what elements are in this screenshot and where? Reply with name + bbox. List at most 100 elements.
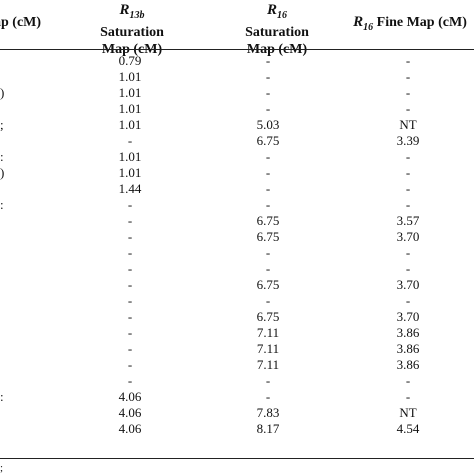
- table-cell-c3: -: [265, 293, 271, 308]
- table-cell-c3: -: [265, 85, 271, 100]
- table-cell-c3: -: [265, 181, 271, 196]
- table-row: - 6.75 3.70: [0, 277, 474, 293]
- table-cell-c4: -: [405, 197, 411, 212]
- table-row: 1.01 - -: [0, 101, 474, 117]
- table-cell-c2: -: [127, 197, 133, 212]
- table-row: - 7.11 3.86: [0, 341, 474, 357]
- table-row: - 6.75 3.70: [0, 309, 474, 325]
- table-cell-c3: -: [265, 373, 271, 388]
- table-cell-c4: -: [405, 245, 411, 260]
- col1-header: ap (cM): [0, 14, 54, 31]
- table-cell-c4: NT: [399, 117, 417, 132]
- table-row: : - - -: [0, 197, 474, 213]
- table-cell-c2: 4.06: [118, 389, 142, 404]
- table-cell-c4: -: [405, 181, 411, 196]
- table-cell-c4: -: [405, 69, 411, 84]
- table-cell-c2: -: [127, 325, 133, 340]
- footer-mark: ;: [0, 462, 4, 474]
- table-cell-c3: 6.75: [256, 229, 280, 244]
- table-cell-c2: -: [127, 341, 133, 356]
- table-cell-c3: -: [265, 53, 271, 68]
- table-row: ---: [0, 261, 474, 277]
- table-cell-c4: -: [405, 101, 411, 116]
- table-row: 1.44 - -: [0, 181, 474, 197]
- table-cell-c3: -: [265, 69, 271, 84]
- table-row: ---: [0, 373, 474, 389]
- table-cell-c3: 5.03: [256, 117, 280, 132]
- table-cell-c4: NT: [399, 405, 417, 420]
- table-cell-c4: 4.54: [396, 421, 420, 436]
- table-cell-c3: 7.11: [256, 341, 280, 356]
- table-cell-c3: 6.75: [256, 309, 280, 324]
- table-row: - 7.11 3.86: [0, 357, 474, 373]
- table-row: - 6.75 3.39: [0, 133, 474, 149]
- header-rule: [0, 49, 474, 50]
- table-cell-c2: 1.44: [118, 181, 142, 196]
- col2-header-symbol: R13b: [119, 2, 145, 21]
- table-cell-c1: :: [0, 197, 4, 212]
- table-row: ---: [0, 293, 474, 309]
- col4-header-symbol: R16: [353, 14, 374, 33]
- table-cell-c2: 0.79: [118, 53, 142, 68]
- table-row: - 6.75 3.57: [0, 213, 474, 229]
- table-row: ; 1.01 5.03 NT: [0, 117, 474, 133]
- table-row: 0.79 - -: [0, 53, 474, 69]
- table-cell-c2: 1.01: [118, 149, 142, 164]
- table-cell-c3: 6.75: [256, 133, 280, 148]
- table-cell-c4: 3.57: [396, 213, 420, 228]
- col4-header: R16 Fine Map (cM): [340, 14, 474, 36]
- table-cell-c2: -: [127, 213, 133, 228]
- table-cell-c2: 1.01: [118, 165, 142, 180]
- col3-header-symbol: R16: [266, 2, 287, 21]
- table-cell-c3: -: [265, 197, 271, 212]
- table-cell-c2: -: [127, 373, 133, 388]
- table-cell-c4: 3.70: [396, 277, 420, 292]
- table-cell-c3: -: [265, 101, 271, 116]
- table-cell-c1: ): [0, 85, 5, 100]
- table-cell-c4: -: [405, 373, 411, 388]
- table-cell-c2: 1.01: [118, 101, 142, 116]
- table-cell-c4: 3.70: [396, 229, 420, 244]
- table-cell-c4: -: [405, 53, 411, 68]
- table-cell-c3: 8.17: [256, 421, 280, 436]
- table-row: 1.01 - -: [0, 69, 474, 85]
- col2-header-line1: Saturation: [100, 25, 164, 40]
- table-cell-c4: 3.86: [396, 341, 420, 356]
- bottom-rule: [0, 458, 474, 459]
- table-cell-c1: :: [0, 389, 4, 404]
- table-cell-c3: -: [265, 261, 271, 276]
- table-cell-c2: -: [127, 261, 133, 276]
- table-cell-c2: -: [127, 357, 133, 372]
- col4-header-text: Fine Map (cM): [376, 15, 467, 30]
- table-cell-c4: -: [405, 149, 411, 164]
- table-cell-c3: 6.75: [256, 277, 280, 292]
- table-cell-c2: -: [127, 133, 133, 148]
- table-cell-c3: -: [265, 389, 271, 404]
- table-cell-c4: 3.86: [396, 325, 420, 340]
- table-cell-c1: ): [0, 165, 5, 180]
- table-cell-c3: -: [265, 245, 271, 260]
- table-cell-c3: 6.75: [256, 213, 280, 228]
- table-row: ) 1.01 - -: [0, 85, 474, 101]
- table-cell-c4: 3.70: [396, 309, 420, 324]
- table-cell-c2: 1.01: [118, 85, 142, 100]
- table-cell-c2: -: [127, 229, 133, 244]
- table-cell-c4: -: [405, 293, 411, 308]
- table-cell-c2: 1.01: [118, 69, 142, 84]
- table-row: 4.06 8.17 4.54: [0, 421, 474, 437]
- table-cell-c3: 7.11: [256, 325, 280, 340]
- table-cell-c1: ;: [0, 117, 4, 132]
- table-cell-c4: -: [405, 85, 411, 100]
- table-row: - 6.75 3.70: [0, 229, 474, 245]
- table-row: 4.06 7.83 NT: [0, 405, 474, 421]
- table-cell-c4: -: [405, 165, 411, 180]
- table-row: : 4.06 - -: [0, 389, 474, 405]
- table-row: ---: [0, 245, 474, 261]
- table-cell-c4: 3.39: [396, 133, 420, 148]
- table-cell-c2: -: [127, 245, 133, 260]
- table-cell-c2: -: [127, 293, 133, 308]
- table-row: - 7.11 3.86: [0, 325, 474, 341]
- table-cell-c2: 1.01: [118, 117, 142, 132]
- table-body: 0.79- -1.01- -) 1.01- -1.01- -; 1.01 5.03 NT -6.7…: [0, 53, 474, 437]
- table-cell-c4: 3.86: [396, 357, 420, 372]
